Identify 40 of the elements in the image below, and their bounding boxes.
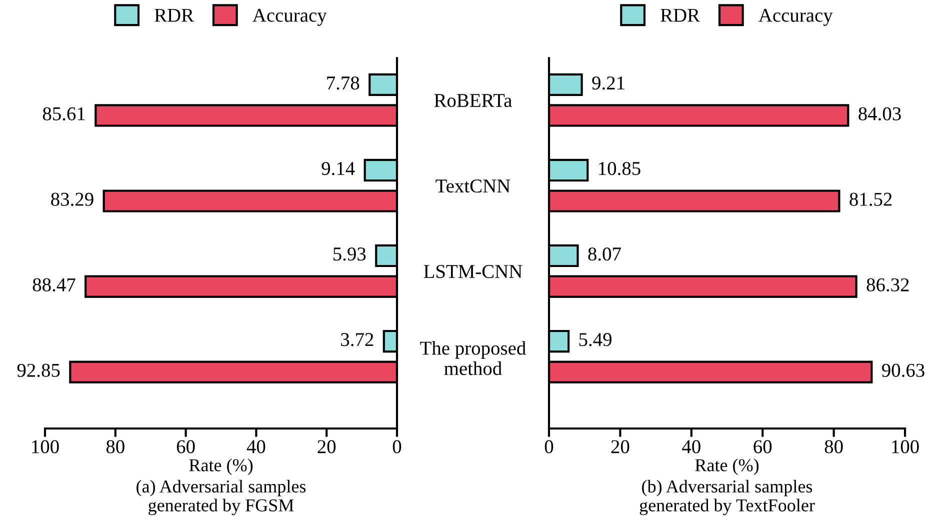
- data-label: 81.52: [850, 192, 892, 206]
- data-label: 5.93: [334, 248, 366, 261]
- x-tick-label: 100: [892, 440, 919, 454]
- text: (a) Adversarial samples generated by FGSM: [136, 480, 306, 516]
- data-label: 7.78: [327, 76, 360, 90]
- y-tick-label: The proposed method: [420, 341, 526, 376]
- x-tick-label: 80: [106, 440, 124, 454]
- data-label: 3.72: [341, 333, 374, 346]
- y-tick-label: TextCNN: [436, 179, 510, 193]
- data-label: 9.14: [322, 162, 355, 176]
- data-label: 83.29: [51, 192, 94, 206]
- x-tick-label: 60: [754, 440, 772, 454]
- x-tick-label: 20: [611, 440, 630, 454]
- data-label: 90.63: [882, 364, 924, 377]
- x-tick-label: 60: [176, 440, 195, 454]
- legend-label: RDR: [660, 8, 700, 22]
- x-tick-label: 40: [246, 440, 266, 454]
- legend-label: Accuracy: [252, 8, 327, 26]
- x-axis-title: Rate (%): [695, 458, 759, 475]
- data-label: 8.07: [588, 247, 621, 261]
- data-label: 9.21: [592, 76, 624, 90]
- data-label: 5.49: [579, 333, 612, 346]
- x-tick-label: 40: [682, 440, 700, 454]
- data-label: 85.61: [42, 107, 85, 120]
- y-tick-label: RoBERTa: [434, 94, 512, 108]
- data-label: 88.47: [32, 278, 76, 292]
- data-label: 84.03: [858, 107, 901, 120]
- x-tick-label: 20: [318, 440, 336, 454]
- legend-label: Accuracy: [758, 8, 833, 26]
- x-tick-label: 0: [392, 440, 402, 454]
- data-label: 92.85: [17, 364, 60, 377]
- x-axis-title: Rate (%): [189, 458, 253, 475]
- y-tick-label: LSTM-CNN: [424, 265, 522, 278]
- x-tick-label: 80: [824, 440, 843, 454]
- text: (b) Adversarial samples generated by TextFooler: [640, 480, 815, 516]
- data-label: 86.32: [866, 278, 909, 292]
- legend-label: RDR: [154, 8, 194, 22]
- data-label: 10.85: [599, 162, 640, 176]
- x-tick-label: 0: [544, 440, 554, 454]
- x-tick-label: 100: [32, 440, 59, 454]
